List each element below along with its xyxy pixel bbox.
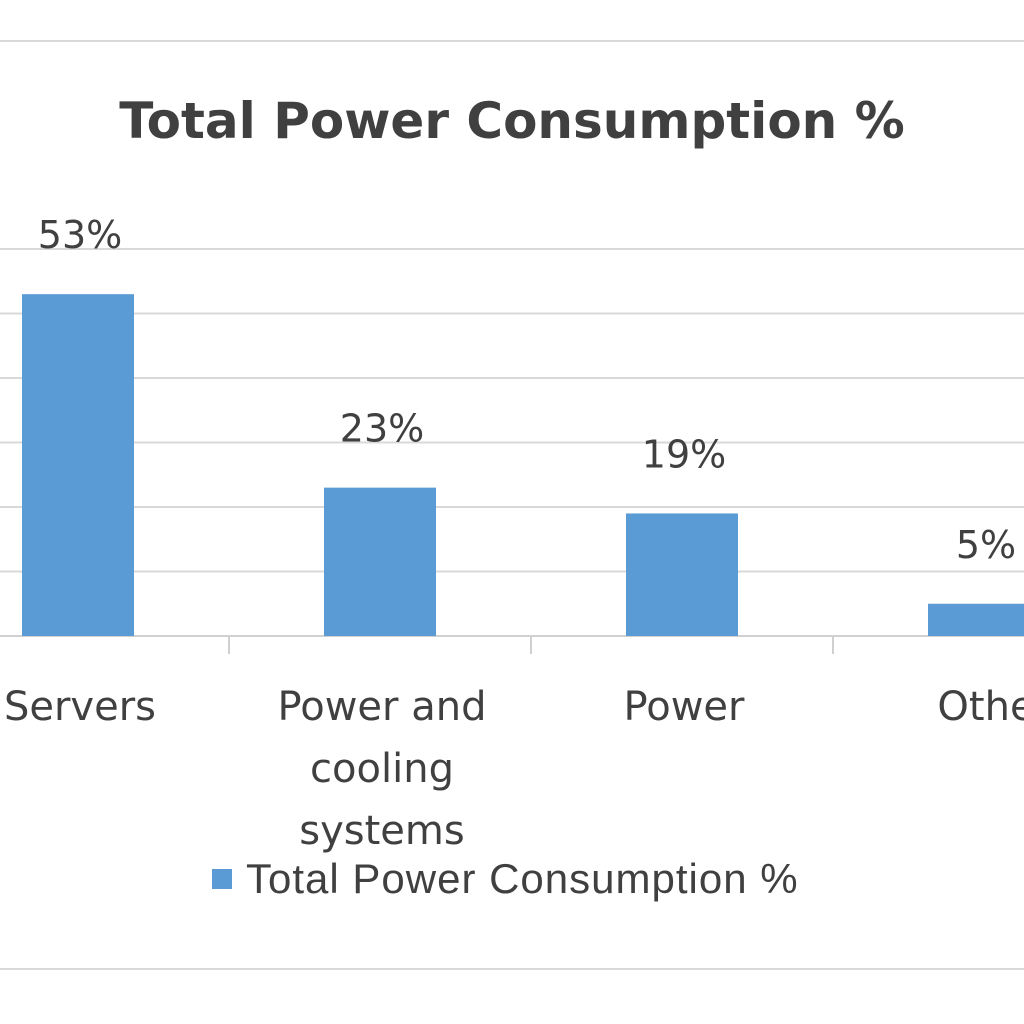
x-tick-label: cooling: [310, 746, 454, 792]
chart-border-top: [0, 40, 1024, 42]
bar: [626, 513, 738, 636]
data-label: 5%: [956, 523, 1016, 567]
bar: [928, 603, 1024, 636]
data-label: 53%: [38, 213, 122, 257]
x-tick-label: Power: [624, 684, 745, 730]
chart-title: Total Power Consumption %: [119, 92, 905, 150]
x-tick-label: Servers: [4, 684, 156, 730]
x-tick-label: Othe: [937, 684, 1024, 730]
x-tick-label: systems: [299, 808, 464, 854]
legend: Total Power Consumption %: [212, 855, 799, 903]
legend-label: Total Power Consumption %: [246, 855, 799, 902]
bar: [324, 487, 436, 636]
legend-swatch: [212, 869, 232, 889]
bar: [22, 294, 134, 636]
data-label: 19%: [642, 432, 726, 476]
data-label: 23%: [340, 407, 424, 451]
chart-border-bottom: [0, 968, 1024, 970]
x-tick-label: Power and: [278, 684, 487, 730]
